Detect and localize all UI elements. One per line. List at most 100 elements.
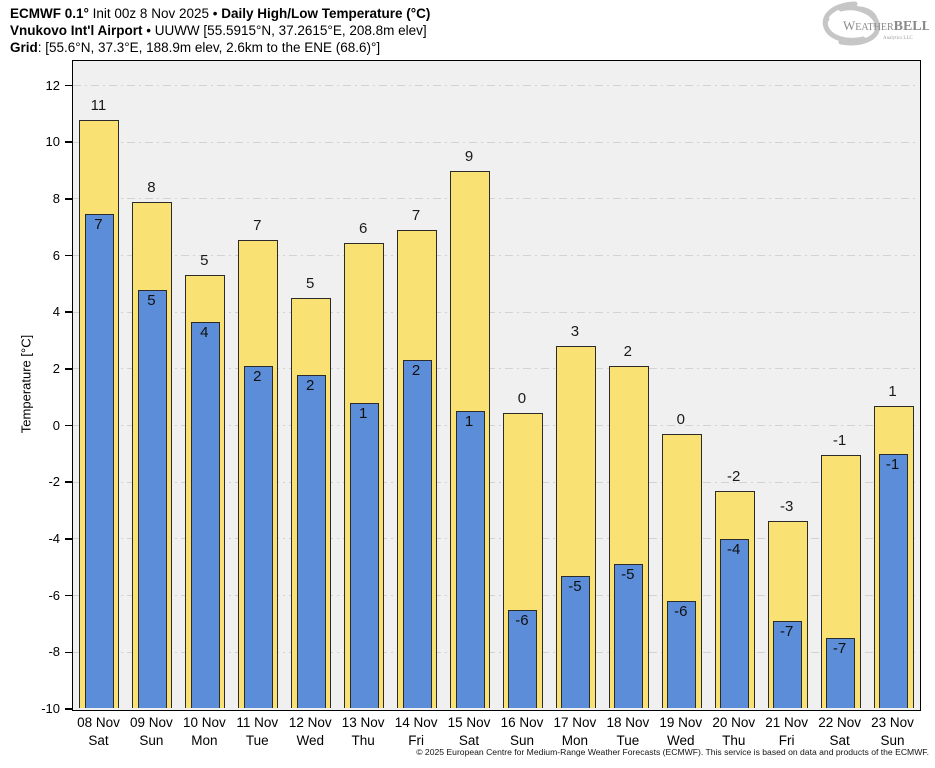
high-value-label: 6 [358, 219, 368, 237]
low-value-label: 2 [411, 362, 421, 380]
high-value-label: 0 [517, 389, 527, 407]
gridline--6 [73, 595, 918, 597]
x-tick-date: 23 Nov [871, 715, 914, 730]
low-bar-12-nov [296, 374, 326, 709]
y-tick-label-4: 4 [52, 304, 60, 320]
y-tick--4 [65, 538, 72, 540]
header-line-1: ECMWF 0.1° Init 00z 8 Nov 2025 • Daily H… [10, 5, 430, 22]
high-value-label: 5 [306, 275, 315, 293]
header-line-3: Grid: [55.6°N, 37.3°E, 188.9m elev, 2.6k… [10, 39, 430, 56]
gridline-12 [73, 85, 918, 86]
high-value-label: -3 [779, 497, 794, 515]
x-tick-weekday: Fri [778, 733, 795, 748]
x-tick-weekday: Sat [829, 733, 850, 748]
x-tick-date: 19 Nov [659, 715, 703, 730]
x-tick-weekday: Sun [880, 733, 905, 748]
logo-subtext: Analytics LLC [883, 36, 914, 41]
high-value-label: 3 [570, 323, 580, 341]
x-tick-date: 22 Nov [818, 715, 861, 730]
high-value-label: 0 [676, 411, 685, 429]
copyright-notice: © 2025 European Centre for Medium-Range … [416, 747, 929, 757]
high-value-label: 7 [253, 216, 262, 234]
x-tick-weekday: Mon [191, 733, 218, 748]
low-value-label: 4 [200, 324, 209, 342]
gridline-4 [73, 311, 918, 313]
model-name: ECMWF 0.1° [10, 6, 89, 21]
y-tick--8 [65, 651, 72, 654]
x-tick-date: 21 Nov [765, 715, 809, 730]
y-tick-label--10: -10 [41, 701, 60, 716]
x-tick-weekday: Sat [458, 733, 480, 748]
high-value-label: -1 [832, 432, 847, 450]
y-tick-label--8: -8 [48, 644, 60, 660]
y-tick-8 [65, 198, 72, 200]
low-value-label: -4 [727, 540, 741, 558]
y-tick-label-6: 6 [52, 247, 60, 263]
low-bar-15-nov [455, 411, 485, 709]
x-tick-date: 12 Nov [288, 715, 332, 730]
low-bar-16-nov [508, 609, 538, 709]
low-value-label: -6 [515, 611, 529, 629]
x-tick-weekday: Sun [509, 733, 534, 748]
low-value-label: -5 [568, 577, 582, 595]
x-tick-weekday: Thu [722, 733, 746, 748]
x-tick-weekday: Tue [616, 733, 640, 748]
logo-text: WEATHERBELL [843, 18, 929, 34]
y-tick-label-12: 12 [45, 77, 60, 93]
x-tick-date: 17 Nov [553, 715, 597, 730]
low-value-label: 7 [94, 216, 103, 234]
x-tick-date: 11 Nov [236, 715, 279, 730]
x-tick-weekday: Sun [139, 733, 164, 748]
low-bar-10-nov [190, 322, 220, 709]
high-value-label: 1 [888, 382, 897, 400]
x-tick-date: 16 Nov [500, 715, 544, 730]
weatherbell-logo: WEATHERBELL Analytics LLC [817, 0, 931, 50]
gridline--2 [73, 481, 918, 483]
grid-details: : [55.6°N, 37.3°E, 188.9m elev, 2.6km to… [37, 40, 381, 55]
gridline-0 [73, 425, 918, 427]
low-value-label: -6 [674, 603, 688, 621]
low-bar-13-nov [349, 402, 379, 709]
low-bar-11-nov [243, 366, 273, 709]
low-value-label: 1 [464, 413, 474, 431]
gridline-6 [73, 255, 918, 257]
high-value-label: 9 [464, 147, 474, 165]
station-details: • UUWW [55.5915°N, 37.2615°E, 208.8m ele… [142, 23, 427, 38]
low-bar-20-nov [720, 538, 750, 709]
x-tick-weekday: Mon [561, 733, 589, 748]
gridline-2 [73, 368, 918, 370]
y-tick-label-2: 2 [52, 360, 60, 376]
init-time: Init 00z 8 Nov 2025 • [88, 6, 222, 21]
gridline--8 [73, 651, 918, 653]
low-value-label: 2 [306, 376, 315, 394]
low-bar-09-nov [137, 289, 167, 709]
high-value-label: 2 [623, 343, 633, 361]
high-value-label: 5 [200, 252, 209, 270]
low-bar-18-nov [614, 564, 644, 709]
x-tick-weekday: Wed [667, 733, 695, 748]
weatherbell-swirl-icon: WEATHERBELL Analytics LLC [822, 1, 931, 46]
high-value-label: 7 [411, 207, 421, 225]
gridline--4 [73, 538, 918, 540]
high-value-label: 11 [90, 96, 107, 114]
low-value-label: 1 [358, 404, 368, 422]
y-tick-label-8: 8 [52, 190, 60, 206]
y-tick--2 [65, 481, 72, 484]
low-bar-17-nov [561, 575, 591, 709]
low-value-label: -7 [779, 623, 794, 641]
y-tick-label--4: -4 [48, 530, 60, 546]
x-tick-date: 08 Nov [77, 715, 120, 730]
x-tick-date: 14 Nov [394, 715, 438, 730]
low-bar-22-nov [826, 638, 856, 709]
low-value-label: -7 [832, 640, 847, 658]
x-tick-weekday: Fri [408, 733, 424, 748]
chart-header: ECMWF 0.1° Init 00z 8 Nov 2025 • Daily H… [10, 5, 430, 56]
y-tick-label--2: -2 [48, 474, 60, 490]
grid-label: Grid [10, 40, 38, 55]
low-bar-23-nov [879, 453, 909, 709]
low-bar-19-nov [667, 601, 697, 709]
x-tick-weekday: Sat [88, 733, 109, 748]
plot-area: 12 10 8 6 4 2 0 -2 -4 -6 -8 -10 11 7 08 Nov Sat 8 5 09 Nov… [41, 60, 921, 748]
low-value-label: 5 [147, 291, 156, 309]
